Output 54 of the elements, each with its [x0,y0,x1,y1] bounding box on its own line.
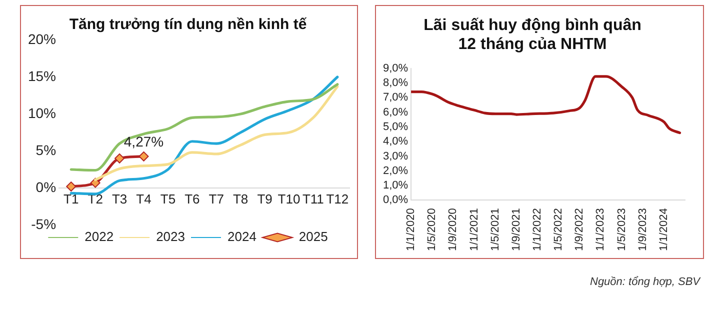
y-tick-label: 5,0% [382,121,408,133]
point [66,182,76,192]
y-tick-label: 5% [36,142,56,158]
y-tick-label: 4,0% [382,136,408,148]
x-tick-label: T5 [160,191,176,206]
y-tick-label: 8,0% [382,77,408,90]
x-tick-label: 1/5/2020 [426,208,438,252]
x-tick-label: T10 [278,191,300,206]
y-tick-label: 15% [28,68,56,84]
x-tick-label: 1/1/2024 [658,208,670,252]
y-tick-label: 9,0% [382,62,408,74]
x-tick-label: T9 [257,191,272,206]
point [114,153,125,164]
x-tick-label: 1/9/2022 [574,208,586,252]
legend-label: 2024 [228,229,256,244]
y-tick-label: 0,0% [382,194,408,206]
x-tick-label: T7 [208,191,224,206]
legend-label: 2025 [298,229,328,244]
x-tick-label: T12 [326,191,349,206]
x-tick-label: 1/9/2021 [510,208,522,252]
y-tick-label: 7,0% [382,92,408,104]
chart-title: Lãi suất huy động bình quân 12 tháng của NHTM [424,17,642,54]
y-tick-label: 0% [36,178,56,195]
x-tick-label: 1/1/2022 [532,208,544,252]
x-tick-label: 1/9/2020 [447,208,460,252]
text: Nguồn: tổng hợp, SBV [590,276,700,288]
x-tick-label: T6 [184,191,200,206]
x-tick-label: T1 [64,191,79,206]
x-tick-label: T3 [112,191,128,206]
y-tick-label: 2,0% [382,164,408,177]
chart-title: Tăng trưởng tín dụng nền kinh tế [69,16,308,34]
x-tick-label: T11 [302,191,324,206]
point [138,151,149,162]
x-tick-label: 1/1/2023 [594,208,607,252]
y-tick-label: 20% [28,30,56,47]
x-tick-label: 1/5/2023 [616,208,628,252]
x-tick-label: 1/5/2021 [489,208,502,252]
legend-label: 2023 [156,229,185,244]
legend-label: 2022 [84,229,114,244]
y-tick-label: -5% [31,216,56,232]
line-series [411,75,682,134]
x-tick-label: 1/9/2023 [636,208,649,252]
line-series [70,76,339,196]
x-tick-label: T4 [136,191,152,206]
y-tick-label: 6,0% [382,106,408,118]
y-tick-label: 1,0% [382,180,408,192]
x-tick-label: 1/1/2020 [405,208,418,252]
x-tick-label: T8 [232,191,248,206]
y-tick-label: 10% [28,104,56,121]
x-tick-label: 1/5/2022 [552,208,565,252]
line-series [70,83,339,172]
data-label: 4,27% [124,133,164,150]
y-tick-label: 3,0% [382,150,408,162]
x-tick-label: 1/1/2021 [468,208,480,252]
